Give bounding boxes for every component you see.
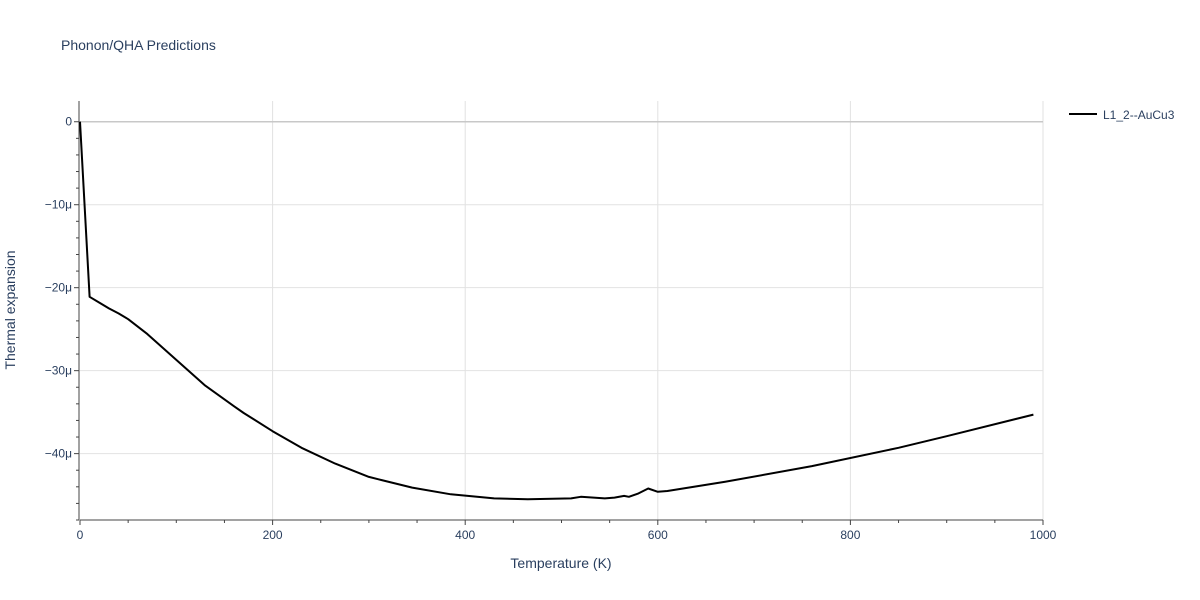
x-axis-title: Temperature (K) [510,555,611,571]
x-tick-label: 600 [648,528,668,542]
legend-label: L1_2--AuCu3 [1103,108,1175,122]
grid-layer [80,101,1044,520]
series-line[interactable] [79,121,1034,501]
chart-title: Phonon/QHA Predictions [61,37,216,53]
x-tick-label: 400 [455,528,475,542]
x-tick-label: 1000 [1030,528,1057,542]
y-tick-label: −10μ [45,198,72,212]
y-tick-label: −40μ [45,447,72,461]
y-tick-label: −20μ [45,281,72,295]
tick-label-layer: 0 200 400 600 800 1000 0 −10μ −20μ −30μ −40μ [45,115,1057,542]
y-tick-label: 0 [65,115,72,129]
y-axis-title: Thermal expansion [2,250,18,369]
y-tick-label: −30μ [45,364,72,378]
x-tick-label: 0 [77,528,84,542]
legend[interactable]: L1_2--AuCu3 [1069,108,1175,122]
x-tick-label: 800 [840,528,860,542]
series-layer [79,121,1034,501]
x-tick-label: 200 [263,528,283,542]
axes-layer [74,101,1044,525]
